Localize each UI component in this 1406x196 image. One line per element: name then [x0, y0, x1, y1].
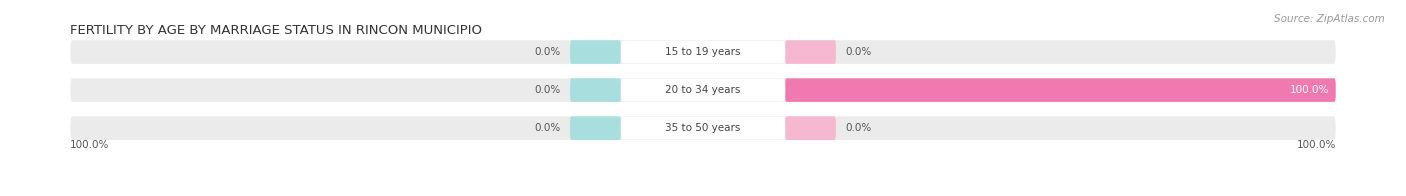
Text: 15 to 19 years: 15 to 19 years — [665, 47, 741, 57]
Text: 35 to 50 years: 35 to 50 years — [665, 123, 741, 133]
FancyBboxPatch shape — [621, 79, 785, 101]
Text: 0.0%: 0.0% — [845, 47, 872, 57]
FancyBboxPatch shape — [621, 117, 785, 140]
Text: FERTILITY BY AGE BY MARRIAGE STATUS IN RINCON MUNICIPIO: FERTILITY BY AGE BY MARRIAGE STATUS IN R… — [70, 24, 482, 36]
FancyBboxPatch shape — [621, 41, 785, 63]
Text: 100.0%: 100.0% — [1346, 85, 1385, 95]
Text: 20 to 34 years: 20 to 34 years — [665, 85, 741, 95]
FancyBboxPatch shape — [785, 78, 1336, 102]
FancyBboxPatch shape — [571, 116, 621, 140]
Text: 100.0%: 100.0% — [70, 140, 110, 150]
Text: 0.0%: 0.0% — [534, 85, 561, 95]
Text: 100.0%: 100.0% — [1296, 140, 1336, 150]
Text: 100.0%: 100.0% — [1289, 85, 1330, 95]
FancyBboxPatch shape — [70, 40, 1336, 64]
FancyBboxPatch shape — [785, 40, 835, 64]
Text: 0.0%: 0.0% — [534, 123, 561, 133]
FancyBboxPatch shape — [571, 40, 621, 64]
FancyBboxPatch shape — [70, 116, 1336, 140]
FancyBboxPatch shape — [785, 116, 835, 140]
Text: Source: ZipAtlas.com: Source: ZipAtlas.com — [1274, 14, 1385, 24]
Text: 0.0%: 0.0% — [534, 47, 561, 57]
FancyBboxPatch shape — [571, 78, 621, 102]
Text: 0.0%: 0.0% — [845, 123, 872, 133]
FancyBboxPatch shape — [70, 78, 1336, 102]
